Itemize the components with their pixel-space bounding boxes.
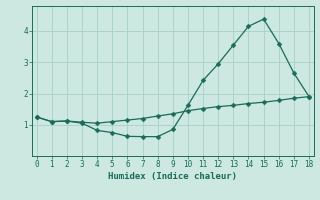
X-axis label: Humidex (Indice chaleur): Humidex (Indice chaleur) xyxy=(108,172,237,181)
